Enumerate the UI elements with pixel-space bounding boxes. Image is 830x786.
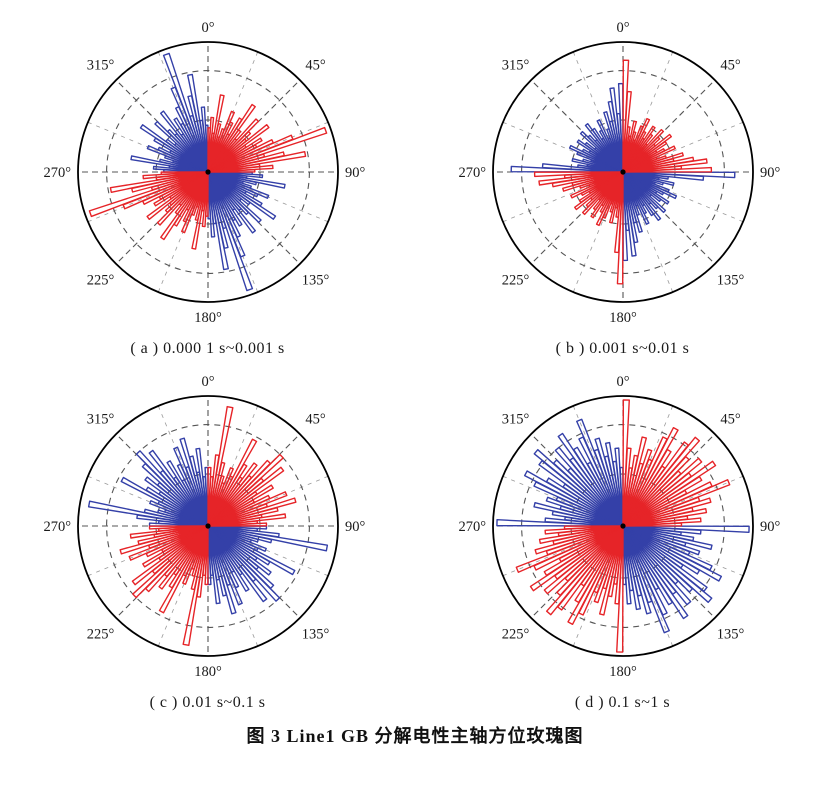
angle-label: 180° — [609, 664, 637, 680]
rose-panel-d: 0° 45° 90° 135° 180° 225° 270° 315° ( d ) 0.1 s… — [415, 358, 830, 712]
panel-caption-a: ( a ) 0.000 1 s~0.001 s — [130, 340, 285, 357]
rose-petal — [162, 52, 209, 173]
rose-petal — [206, 126, 327, 173]
rose-plot-svg-c: 0° 45° 90° 135° 180° 225° 270° 315° — [43, 374, 365, 680]
rose-panel-c: 0° 45° 90° 135° 180° 225° 270° 315° ( c ) 0.01 … — [0, 358, 415, 712]
outer-circle — [76, 41, 339, 303]
angle-label: 45° — [720, 412, 741, 428]
rose-plot-svg-a: 0° 45° 90° 135° 180° 225° 270° 315° — [43, 20, 365, 326]
outer-circle — [491, 41, 754, 303]
angle-label: 135° — [301, 626, 329, 642]
angle-label: 135° — [716, 626, 744, 642]
figure: 0° 45° 90° 135° 180° 225° 270° 315° ( a ) 0.000… — [0, 4, 830, 746]
center-dot — [619, 523, 626, 529]
angle-label: 315° — [86, 412, 114, 428]
angle-label: 90° — [760, 519, 781, 535]
angle-label: 90° — [760, 165, 781, 181]
red-series — [88, 94, 327, 250]
red-series — [515, 399, 730, 653]
blue-series — [129, 52, 286, 292]
figure-caption: 图 3 Line1 GB 分解电性主轴方位玫瑰图 — [246, 726, 584, 746]
center-dot — [619, 169, 626, 175]
red-series — [533, 59, 712, 285]
angle-label: 270° — [43, 165, 71, 181]
rose-panel-a: 0° 45° 90° 135° 180° 225° 270° 315° ( a ) 0.000… — [0, 4, 415, 358]
rose-plot-svg-b: 0° 45° 90° 135° 180° 225° 270° 315° — [458, 20, 780, 326]
rose-petal — [533, 171, 624, 178]
rose-plot-d: 0° 45° 90° 135° 180° 225° 270° 315° — [423, 358, 823, 694]
rose-petal — [563, 525, 624, 530]
rose-petal — [621, 522, 682, 527]
angle-label: 0° — [201, 374, 214, 390]
blue-series — [495, 418, 750, 634]
angle-label: 315° — [501, 58, 529, 74]
angle-label: 90° — [345, 519, 366, 535]
center-dot — [204, 169, 211, 175]
rose-petal — [206, 522, 267, 527]
panel-caption-c: ( c ) 0.01 s~0.1 s — [149, 694, 266, 711]
angle-label: 0° — [201, 20, 214, 36]
rose-petal — [206, 171, 253, 292]
angle-label: 225° — [86, 272, 114, 288]
rose-petal — [160, 171, 209, 176]
angle-label: 135° — [301, 272, 329, 288]
blue-series — [87, 437, 328, 615]
angle-label: 180° — [609, 310, 637, 326]
angle-labels: 0° 45° 90° 135° 180° 225° 270° 315° — [43, 374, 365, 680]
angle-label: 270° — [43, 519, 71, 535]
angle-labels: 0° 45° 90° 135° 180° 225° 270° 315° — [458, 20, 780, 326]
outer-circle — [76, 395, 339, 657]
panel-caption-d: ( d ) 0.1 s~1 s — [574, 694, 671, 711]
grid-ring — [154, 119, 261, 225]
rose-plot-svg-d: 0° 45° 90° 135° 180° 225° 270° 315° — [458, 374, 780, 680]
rose-grid-2x2: 0° 45° 90° 135° 180° 225° 270° 315° ( a ) 0.000… — [0, 4, 830, 712]
angle-label: 45° — [305, 412, 326, 428]
outer-circle — [491, 395, 754, 657]
angle-label: 180° — [194, 664, 222, 680]
angle-label: 135° — [716, 272, 744, 288]
angle-labels: 0° 45° 90° 135° 180° 225° 270° 315° — [458, 374, 780, 680]
rose-petal — [88, 171, 209, 218]
rose-plot-b: 0° 45° 90° 135° 180° 225° 270° 315° — [423, 4, 823, 340]
angle-label: 180° — [194, 310, 222, 326]
angle-label: 0° — [616, 20, 629, 36]
angle-label: 315° — [501, 412, 529, 428]
rose-plot-a: 0° 45° 90° 135° 180° 225° 270° 315° — [8, 4, 408, 340]
rose-petal — [621, 166, 712, 173]
red-series — [118, 405, 297, 647]
angle-label: 0° — [616, 374, 629, 390]
angle-label: 225° — [501, 626, 529, 642]
angle-label: 270° — [458, 519, 486, 535]
rose-panel-b: 0° 45° 90° 135° 180° 225° 270° 315° ( b ) 0.001… — [415, 4, 830, 358]
panel-caption-b: ( b ) 0.001 s~0.01 s — [555, 340, 690, 357]
angle-label: 270° — [458, 165, 486, 181]
angle-label: 90° — [345, 165, 366, 181]
rose-petal — [148, 525, 209, 530]
angle-label: 225° — [501, 272, 529, 288]
angle-labels: 0° 45° 90° 135° 180° 225° 270° 315° — [43, 20, 365, 326]
angle-label: 45° — [720, 58, 741, 74]
angle-label: 315° — [86, 58, 114, 74]
rose-plot-c: 0° 45° 90° 135° 180° 225° 270° 315° — [8, 358, 408, 694]
center-dot — [204, 523, 211, 529]
angle-label: 225° — [86, 626, 114, 642]
angle-label: 45° — [305, 58, 326, 74]
rose-petal — [206, 168, 255, 173]
